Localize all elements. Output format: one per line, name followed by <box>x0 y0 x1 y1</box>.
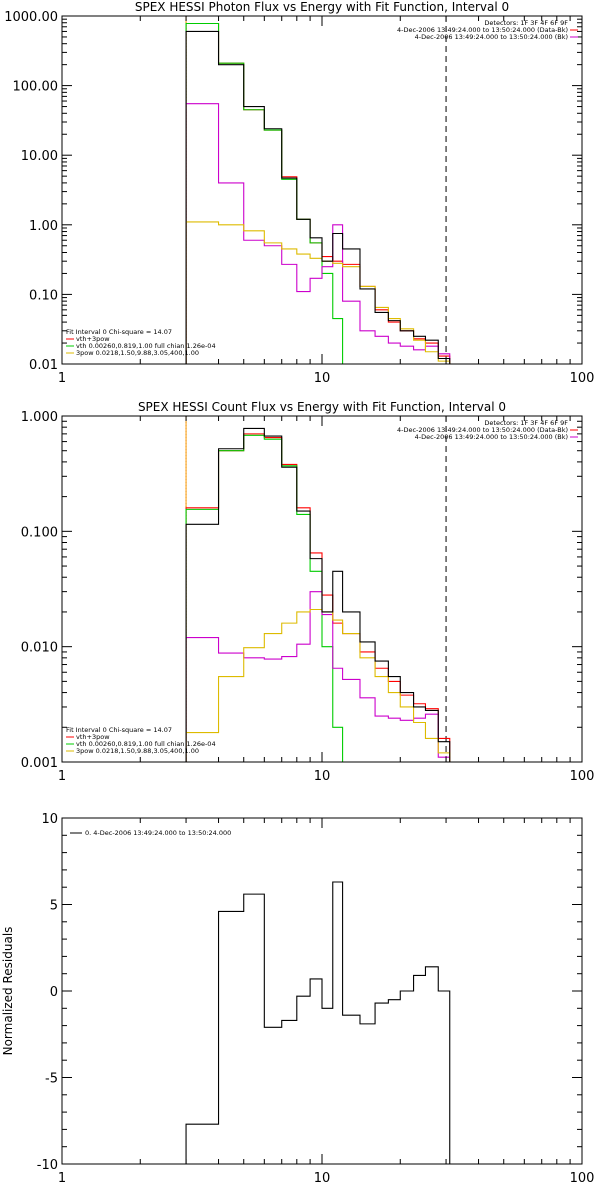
y-tick-label: 0 <box>50 985 58 1000</box>
x-tick-label: 10 <box>314 769 331 784</box>
y-tick-label: 1000.00 <box>4 10 58 25</box>
y-tick-label: 1.000 <box>21 410 58 425</box>
series-line-1 <box>185 22 451 364</box>
series-line-0 <box>185 881 451 1164</box>
plot-frame <box>61 15 583 365</box>
series-line-3 <box>185 103 451 364</box>
fit-annotation: vth 0.00260,0.819,1.00 full chian 1.26e-… <box>76 740 216 748</box>
y-tick-label: 100.00 <box>13 80 59 95</box>
x-tick-label: 1 <box>58 371 66 386</box>
x-tick-label: 1 <box>58 1171 66 1186</box>
fit-annotation: vth 0.00260,0.819,1.00 full chian 1.26e-… <box>76 342 216 350</box>
x-tick-label: 10 <box>314 1171 331 1186</box>
header-annotation: 4-Dec-2006 13:49:24.000 to 13:50:24.000 … <box>397 426 568 434</box>
series-line-0 <box>185 427 451 762</box>
y-tick-label: 0.100 <box>21 525 58 540</box>
y-tick-label: 10 <box>41 812 58 827</box>
x-tick-label: 100 <box>570 371 595 386</box>
x-tick-label: 100 <box>570 769 595 784</box>
fit-annotation: 3pow 0.0218,1.50,9.88,3.05,400,1.00 <box>76 747 199 755</box>
chart-title: SPEX HESSI Photon Flux vs Energy with Fi… <box>135 0 509 14</box>
y-tick-label: -5 <box>45 1072 58 1087</box>
y-tick-label: -10 <box>37 1158 58 1173</box>
y-tick-label: 10.00 <box>21 149 58 164</box>
y-axis-label: Normalized Residuals <box>1 927 15 1056</box>
fit-annotation: vth+3pow <box>76 335 110 343</box>
plot-area <box>185 416 451 762</box>
series-line-1 <box>185 433 451 762</box>
header-annotation: 4-Dec-2006 13:49:24.000 to 13:50:24.000 … <box>415 33 568 41</box>
header-annotation: 4-Dec-2006 13:49:24.000 to 13:50:24.000 … <box>415 433 568 441</box>
fit-annotation: 3pow 0.0218,1.50,9.88,3.05,400,1.00 <box>76 349 199 357</box>
fit-annotation: Fit Interval 0 Chi-square = 14.07 <box>66 328 172 336</box>
x-tick-label: 1 <box>58 769 66 784</box>
fit-annotation: Fit Interval 0 Chi-square = 14.07 <box>66 726 172 734</box>
x-tick-label: 100 <box>570 1171 595 1186</box>
y-tick-label: 0.001 <box>21 756 58 771</box>
y-tick-label: 0.010 <box>21 641 58 656</box>
legend-entry: 0. 4-Dec-2006 13:49:24.000 to 13:50:24.0… <box>85 829 231 837</box>
series-line-2 <box>185 434 344 762</box>
header-annotation: Detectors: 1F 3F 4F 6F 9F <box>484 419 568 427</box>
series-line-0 <box>185 30 451 364</box>
header-annotation: 4-Dec-2006 13:49:24.000 to 13:50:24.000 … <box>397 26 568 34</box>
x-tick-label: 10 <box>314 371 331 386</box>
y-tick-label: 0.10 <box>29 288 58 303</box>
y-tick-label: 1.00 <box>29 219 58 234</box>
chart-count: SPEX HESSI Count Flux vs Energy with Fit… <box>21 400 595 784</box>
series-line-4 <box>185 608 451 762</box>
series-line-3 <box>185 591 451 762</box>
y-tick-label: 0.01 <box>29 358 58 373</box>
chart-residuals: Normalized Residuals 1 10 100 -10 -5 0 5 10 0. 4-… <box>1 812 594 1186</box>
chart-title: SPEX HESSI Count Flux vs Energy with Fit… <box>138 400 506 414</box>
plot-area <box>185 16 451 364</box>
fit-annotation: vth+3pow <box>76 733 110 741</box>
header-annotation: Detectors: 1F 3F 4F 6F 9F <box>484 19 568 27</box>
chart-photon: SPEX HESSI Photon Flux vs Energy with Fi… <box>4 0 594 386</box>
y-tick-label: 5 <box>50 899 58 914</box>
plot-area <box>185 881 451 1164</box>
series-line-4 <box>185 221 451 364</box>
